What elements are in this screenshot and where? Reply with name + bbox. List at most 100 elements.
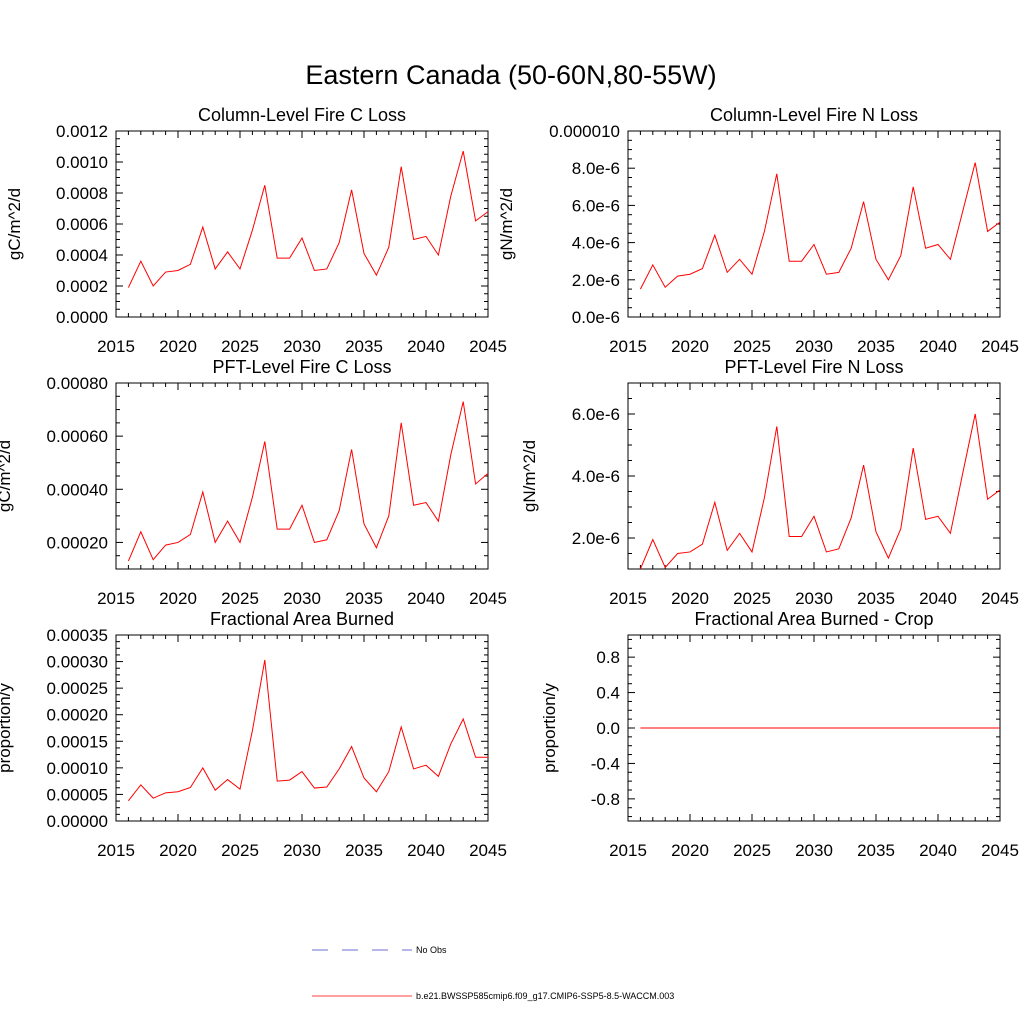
x-tick-label: 2035 xyxy=(345,589,383,608)
x-tick-label: 2040 xyxy=(919,841,957,860)
chart-panel: PFT-Level Fire C Loss gC/m^2/d 2015 2020 202… xyxy=(0,357,507,608)
x-tick-label: 2015 xyxy=(609,337,647,356)
x-tick-label: 2015 xyxy=(97,337,135,356)
x-tick-label: 2025 xyxy=(733,589,771,608)
x-tick-label: 2025 xyxy=(733,841,771,860)
y-tick-label: 0.4 xyxy=(596,684,620,703)
x-tick-label: 2035 xyxy=(345,841,383,860)
panel-title: Column-Level Fire C Loss xyxy=(198,105,406,125)
y-tick-label: 0.00020 xyxy=(47,706,108,725)
x-tick-label: 2025 xyxy=(221,337,259,356)
y-tick-label: 0.00035 xyxy=(47,626,108,645)
plot-frame xyxy=(115,382,489,570)
x-tick-label: 2020 xyxy=(671,589,709,608)
x-tick-label: 2030 xyxy=(795,841,833,860)
x-tick-label: 2030 xyxy=(283,841,321,860)
chart-panel: PFT-Level Fire N Loss gN/m^2/d 2015 2020 202… xyxy=(520,357,1019,608)
chart-panel: Fractional Area Burned proportion/y 2015 20… xyxy=(0,609,507,860)
x-tick-label: 2040 xyxy=(407,841,445,860)
x-tick-label: 2025 xyxy=(221,589,259,608)
y-tick-label: 0.00015 xyxy=(47,732,108,751)
y-tick-label: 6.0e-6 xyxy=(572,405,620,424)
x-tick-label: 2035 xyxy=(857,589,895,608)
figure-title: Eastern Canada (50-60N,80-55W) xyxy=(305,60,716,90)
x-tick-label: 2020 xyxy=(671,841,709,860)
y-tick-label: 0.0 xyxy=(596,719,620,738)
chart-panel: Column-Level Fire N Loss gN/m^2/d 2015 2020… xyxy=(497,105,1019,356)
chart-panel: Column-Level Fire C Loss gC/m^2/d 2015 2020… xyxy=(5,105,507,356)
y-tick-label: 0.0e-6 xyxy=(572,308,620,327)
x-tick-label: 2020 xyxy=(671,337,709,356)
y-tick-label: 0.00025 xyxy=(47,679,108,698)
x-tick-label: 2040 xyxy=(919,337,957,356)
panel-title: Column-Level Fire N Loss xyxy=(710,105,918,125)
x-tick-label: 2015 xyxy=(609,589,647,608)
y-axis-label: gN/m^2/d xyxy=(497,188,516,260)
x-tick-label: 2040 xyxy=(919,589,957,608)
y-tick-label: 0.00030 xyxy=(47,653,108,672)
x-tick-label: 2035 xyxy=(857,841,895,860)
x-tick-label: 2045 xyxy=(469,337,507,356)
series-line xyxy=(639,162,1000,290)
x-tick-label: 2030 xyxy=(795,589,833,608)
x-tick-label: 2035 xyxy=(345,337,383,356)
chart-panels: Column-Level Fire C Loss gC/m^2/d 2015 2020… xyxy=(0,105,1019,860)
x-tick-label: 2030 xyxy=(283,337,321,356)
y-tick-label: 4.0e-6 xyxy=(572,234,620,253)
y-axis-label: gC/m^2/d xyxy=(0,440,14,512)
y-tick-label: 0.0000 xyxy=(56,308,108,327)
x-tick-label: 2015 xyxy=(97,589,135,608)
y-axis-label: proportion/y xyxy=(540,683,559,773)
x-tick-label: 2045 xyxy=(469,589,507,608)
x-tick-label: 2040 xyxy=(407,589,445,608)
x-tick-label: 2045 xyxy=(981,337,1019,356)
series-line xyxy=(639,413,1000,569)
y-tick-label: 0.00020 xyxy=(47,533,108,552)
y-tick-label: 0.00060 xyxy=(47,427,108,446)
y-tick-label: -0.8 xyxy=(591,790,620,809)
plot-frame xyxy=(115,634,489,822)
x-tick-label: 2030 xyxy=(283,589,321,608)
panel-title: Fractional Area Burned xyxy=(210,609,394,629)
x-tick-label: 2030 xyxy=(795,337,833,356)
y-tick-label: 0.0006 xyxy=(56,215,108,234)
panel-title: Fractional Area Burned - Crop xyxy=(694,609,933,629)
x-tick-label: 2045 xyxy=(981,841,1019,860)
plot-frame xyxy=(627,130,1001,318)
plot-frame xyxy=(115,130,489,318)
y-tick-label: 0.00080 xyxy=(47,374,108,393)
x-tick-label: 2045 xyxy=(469,841,507,860)
y-tick-label: 6.0e-6 xyxy=(572,196,620,215)
y-tick-label: 8.0e-6 xyxy=(572,159,620,178)
x-tick-label: 2025 xyxy=(733,337,771,356)
y-tick-label: 0.00010 xyxy=(47,759,108,778)
y-tick-label: 0.00040 xyxy=(47,480,108,499)
y-tick-label: 0.0008 xyxy=(56,184,108,203)
y-tick-label: 2.0e-6 xyxy=(572,271,620,290)
legend-label: b.e21.BWSSP585cmip6.f09_g17.CMIP6-SSP5-8… xyxy=(416,991,674,1001)
y-axis-label: gC/m^2/d xyxy=(5,188,24,260)
series-line xyxy=(128,659,488,802)
x-tick-label: 2020 xyxy=(159,337,197,356)
y-tick-label: 0.0012 xyxy=(56,122,108,141)
x-tick-label: 2020 xyxy=(159,841,197,860)
legend-label: No Obs xyxy=(416,945,447,955)
series-line xyxy=(127,401,488,562)
x-tick-label: 2035 xyxy=(857,337,895,356)
y-tick-label: 0.000010 xyxy=(549,122,620,141)
x-tick-label: 2045 xyxy=(981,589,1019,608)
series-line xyxy=(127,151,488,288)
y-tick-label: 0.0002 xyxy=(56,277,108,296)
panel-title: PFT-Level Fire N Loss xyxy=(724,357,903,377)
x-tick-label: 2040 xyxy=(407,337,445,356)
x-tick-label: 2015 xyxy=(609,841,647,860)
y-tick-label: 2.0e-6 xyxy=(572,529,620,548)
y-tick-label: 0.0010 xyxy=(56,153,108,172)
x-tick-label: 2025 xyxy=(221,841,259,860)
x-tick-label: 2015 xyxy=(97,841,135,860)
x-tick-label: 2020 xyxy=(159,589,197,608)
y-tick-label: 0.00000 xyxy=(47,812,108,831)
y-tick-label: 0.8 xyxy=(596,648,620,667)
y-tick-label: 0.00005 xyxy=(47,785,108,804)
